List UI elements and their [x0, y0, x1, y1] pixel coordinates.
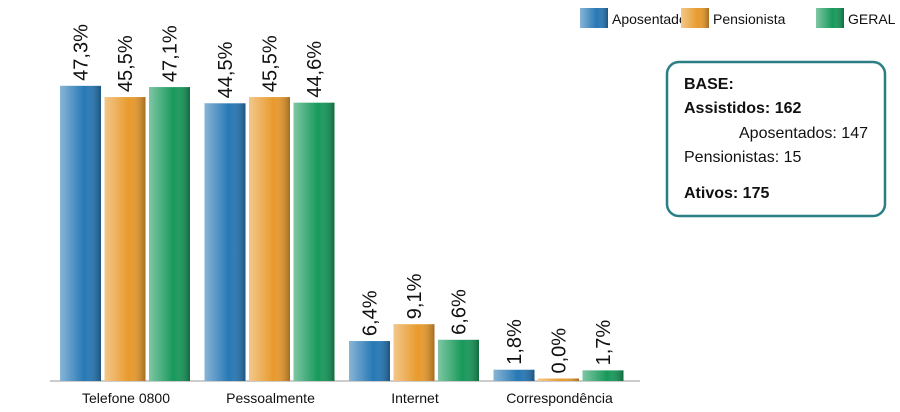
bar-shade	[60, 85, 101, 382]
data-label: 1,8%	[504, 319, 526, 365]
data-label: 47,3%	[71, 24, 93, 81]
data-label: 6,6%	[449, 289, 471, 335]
annotation-title: BASE:	[684, 76, 734, 93]
annotation-line: Ativos: 175	[684, 185, 769, 202]
annotation-line: Aposentados: 147	[739, 125, 868, 142]
bar-shade	[293, 102, 335, 382]
legend-shade	[681, 8, 709, 28]
bar-shade	[349, 341, 390, 381]
bar-shade	[149, 87, 190, 381]
annotation-box	[665, 60, 887, 218]
data-label: 0,0%	[549, 328, 571, 374]
data-label: 44,6%	[304, 41, 326, 98]
data-label: 44,5%	[215, 41, 237, 98]
bar-shade	[204, 103, 246, 381]
x-tick-label: Internet	[391, 390, 439, 406]
legend-label: GERAL	[848, 11, 896, 27]
data-label: 6,4%	[360, 290, 382, 336]
bar-shade	[582, 370, 624, 381]
data-label: 45,5%	[260, 35, 282, 92]
x-tick-label: Telefone 0800	[82, 390, 170, 406]
annotation-line: Pensionistas: 15	[684, 149, 802, 166]
bar-shade	[538, 378, 579, 381]
bar-shade	[104, 97, 146, 381]
bar-shade	[438, 339, 479, 381]
annotation-line: Assistidos: 162	[684, 100, 801, 117]
bar-shade	[393, 324, 435, 381]
legend-label: Aposentado	[612, 11, 687, 27]
bar-shade	[493, 369, 535, 381]
data-label: 45,5%	[115, 35, 137, 92]
legend-label: Pensionista	[713, 11, 786, 27]
bar-shade	[249, 97, 290, 381]
data-label: 9,1%	[404, 273, 426, 319]
data-label: 47,1%	[160, 25, 182, 82]
data-label: 1,7%	[593, 320, 615, 366]
x-tick-label: Correspondência	[506, 390, 613, 406]
x-tick-label: Pessoalmente	[226, 390, 315, 406]
legend-shade	[816, 8, 844, 28]
legend-shade	[580, 8, 608, 28]
